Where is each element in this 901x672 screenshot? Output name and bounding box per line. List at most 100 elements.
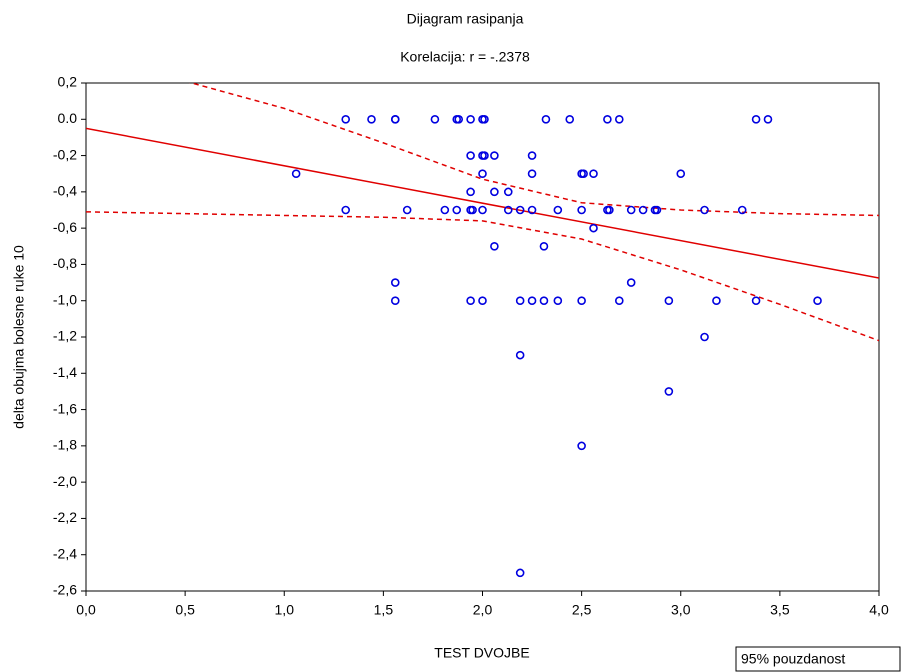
point	[565, 114, 575, 124]
point	[553, 205, 563, 215]
y-tick-label: 0.0	[58, 110, 78, 126]
point	[341, 205, 351, 215]
y-tick-label: -0,2	[53, 146, 77, 162]
point	[527, 151, 537, 160]
point	[402, 205, 412, 215]
y-tick-label: -1,4	[53, 364, 77, 380]
point	[515, 350, 525, 360]
y-tick-label: -1,6	[53, 400, 77, 416]
point	[527, 296, 537, 306]
point	[577, 296, 586, 306]
x-tick-label: 1,5	[374, 602, 394, 618]
y-tick-label: -2,0	[53, 473, 77, 489]
point	[527, 205, 537, 215]
point	[553, 296, 563, 306]
point	[390, 278, 400, 287]
point	[577, 441, 586, 451]
point	[737, 205, 747, 215]
point	[503, 205, 513, 215]
point	[676, 169, 686, 179]
point	[700, 205, 709, 215]
point	[515, 568, 525, 578]
point	[490, 151, 499, 160]
y-tick-label: -2,2	[53, 509, 77, 525]
point	[541, 114, 551, 124]
point	[390, 296, 400, 306]
point	[452, 205, 462, 215]
x-tick-label: 2,5	[572, 602, 592, 618]
point	[579, 169, 588, 179]
point	[341, 114, 351, 124]
point	[503, 187, 513, 197]
point	[751, 114, 761, 124]
point	[291, 169, 301, 179]
point	[577, 205, 586, 215]
x-tick-label: 3,5	[770, 602, 790, 618]
point	[626, 205, 636, 215]
point	[603, 114, 612, 124]
x-tick-label: 4,0	[869, 602, 889, 618]
point	[480, 114, 489, 124]
y-tick-label: -0,6	[53, 219, 77, 235]
legend-box	[735, 646, 901, 672]
point	[515, 205, 525, 215]
x-axis-label: TEST DVOJBE	[434, 645, 529, 661]
point	[614, 296, 624, 306]
point	[664, 296, 674, 306]
point	[478, 205, 487, 215]
point	[440, 205, 450, 215]
point	[700, 332, 709, 342]
confidence-lower	[86, 211, 879, 342]
point	[605, 205, 614, 215]
point	[751, 296, 761, 306]
point	[478, 169, 487, 179]
point	[480, 151, 489, 160]
point	[614, 114, 624, 124]
fit-line	[86, 127, 879, 279]
point	[712, 296, 721, 306]
y-tick-label: -1,0	[53, 291, 77, 307]
point	[813, 296, 822, 306]
point	[466, 187, 475, 197]
y-tick-label: -0,4	[53, 183, 77, 199]
chart-subtitle: Korelacija: r = -.2378	[400, 49, 530, 65]
y-tick-label: -1,8	[53, 437, 77, 453]
chart-title: Dijagram rasipanja	[407, 11, 524, 27]
y-tick-label: -2,4	[53, 545, 77, 561]
point	[390, 114, 400, 124]
point	[367, 114, 376, 124]
x-tick-label: 1,0	[275, 602, 295, 618]
point	[539, 241, 549, 251]
x-tick-label: 0,0	[76, 602, 96, 618]
point	[430, 114, 440, 124]
x-tick-label: 2,0	[473, 602, 493, 618]
point	[652, 205, 662, 215]
point	[527, 169, 537, 179]
y-tick-label: -0,8	[53, 255, 77, 271]
legend-label: 95% pouzdanost	[741, 651, 845, 667]
point	[638, 205, 648, 215]
point	[490, 241, 499, 251]
point	[664, 387, 674, 396]
point	[490, 187, 499, 197]
y-tick-label: -2,6	[53, 582, 77, 598]
x-tick-label: 3,0	[671, 602, 691, 618]
y-tick-label: -1,2	[53, 328, 77, 344]
point	[466, 114, 475, 124]
y-tick-label: 0,2	[58, 74, 78, 90]
point	[589, 169, 598, 179]
point	[626, 278, 636, 287]
point	[763, 114, 773, 124]
point	[466, 296, 475, 306]
point	[454, 114, 464, 124]
point	[466, 151, 475, 160]
point	[478, 296, 487, 306]
point	[589, 223, 598, 233]
point	[468, 205, 477, 215]
point	[539, 296, 549, 306]
x-tick-label: 0,5	[175, 602, 195, 618]
y-axis-label: delta obujma bolesne ruke 10	[11, 245, 27, 429]
confidence-upper	[188, 83, 879, 217]
